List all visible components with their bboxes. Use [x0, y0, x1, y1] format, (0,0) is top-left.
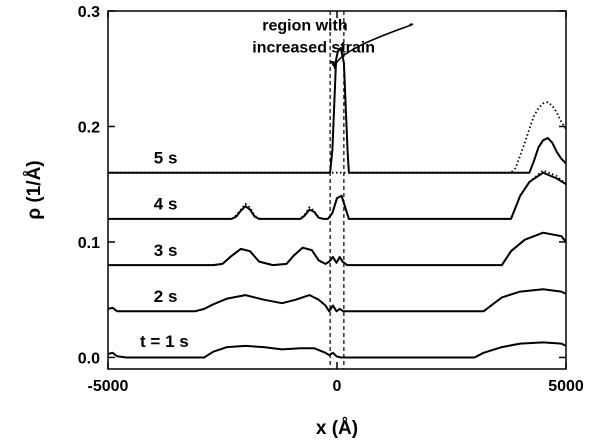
annotation: region with increased strain — [252, 18, 414, 69]
dotted-curve — [108, 169, 567, 220]
curve-label: 5 s — [154, 148, 178, 167]
solid-curve — [107, 341, 567, 359]
y-tick-label: 0.2 — [78, 119, 100, 136]
y-tick-label: 0.3 — [78, 4, 100, 21]
plot-frame — [107, 10, 567, 370]
dotted-curve — [108, 101, 567, 174]
annotation-arrow — [333, 23, 414, 69]
solid-curve — [107, 288, 567, 313]
annotation-text: region with — [262, 18, 347, 35]
annotation-text: increased strain — [252, 40, 375, 57]
curve-label: 3 s — [154, 241, 178, 260]
curve-label: 2 s — [154, 287, 178, 306]
dotted-curve — [108, 231, 567, 266]
y-axis-label: ρ (1/Å) — [24, 160, 45, 219]
tick-labels: -5000 0 5000 0.0 0.1 0.2 0.3 — [78, 4, 584, 395]
x-tick-label: -5000 — [88, 378, 129, 395]
arrow-head — [329, 60, 337, 69]
solid-curve — [108, 47, 567, 174]
curve-labels: 5 s 4 s 3 s 2 s t = 1 s — [140, 148, 189, 351]
x-tick-label: 5000 — [548, 378, 584, 395]
axis-ticks — [107, 10, 567, 369]
curve-label: 4 s — [154, 195, 178, 214]
x-tick-label: 0 — [333, 378, 342, 395]
curves — [107, 47, 567, 359]
y-tick-label: 0.0 — [78, 350, 100, 367]
x-axis-label: x (Å) — [316, 418, 358, 439]
y-tick-label: 0.1 — [78, 235, 100, 252]
curve-label: t = 1 s — [140, 332, 189, 351]
